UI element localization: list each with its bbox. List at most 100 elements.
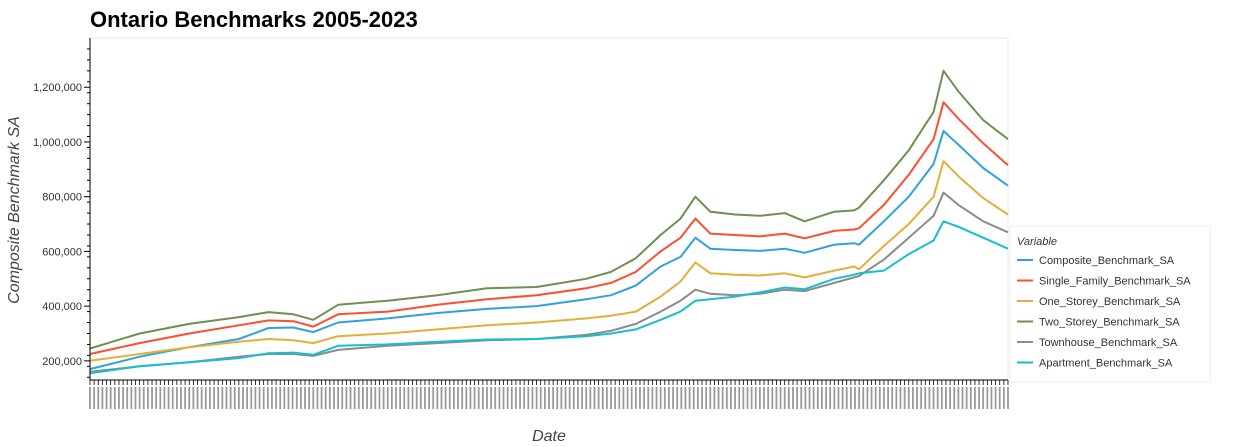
x-tick-label-glyph	[725, 387, 728, 409]
x-tick-label-glyph	[647, 387, 650, 409]
x-tick-label-glyph	[564, 387, 567, 409]
x-tick-label-glyph	[262, 387, 265, 409]
x-tick-label-glyph	[390, 387, 393, 409]
x-tick-label-glyph	[581, 387, 583, 409]
x-tick-label-glyph	[101, 387, 104, 409]
x-tick-label-glyph	[783, 387, 786, 409]
x-tick-label-glyph	[585, 387, 588, 409]
series-line-apartment-benchmark-sa	[89, 220, 1009, 375]
x-tick-label-glyph	[486, 387, 488, 409]
y-tick-label: 200,000	[42, 356, 82, 368]
x-tick-label-glyph	[506, 387, 509, 409]
x-tick-label-glyph	[750, 387, 753, 409]
x-tick-label-glyph	[233, 387, 236, 409]
x-tick-label-glyph	[229, 387, 232, 409]
x-tick-label-glyph	[713, 387, 716, 409]
x-tick-label-glyph	[415, 387, 418, 409]
plot-area	[89, 37, 1009, 381]
x-tick-label-glyph	[833, 387, 836, 409]
x-tick-label-glyph	[1002, 387, 1005, 409]
x-tick-label-glyph	[242, 387, 244, 409]
x-tick-label-glyph	[556, 387, 559, 409]
x-tick-label-glyph	[502, 387, 505, 409]
x-tick-label-glyph	[97, 387, 100, 409]
x-tick-label-glyph	[357, 387, 360, 409]
x-tick-label-glyph	[796, 387, 799, 409]
x-tick-label-glyph	[473, 387, 476, 409]
x-tick-label-glyph	[672, 387, 674, 409]
x-tick-label-glyph	[527, 387, 530, 409]
x-tick-label-glyph	[283, 387, 286, 409]
x-tick-label-glyph	[775, 387, 778, 409]
x-tick-label-glyph	[837, 387, 840, 409]
x-tick-label-glyph	[209, 387, 211, 409]
x-tick-label-glyph	[407, 387, 410, 409]
y-axis-ticks: 200,000 400,000 600,000 800,000 1,000,000 1,2…	[33, 48, 90, 378]
x-tick-label-glyph	[891, 387, 894, 409]
x-tick-label-glyph	[630, 387, 633, 409]
x-tick-label-glyph	[126, 387, 129, 409]
x-tick-label-glyph	[870, 387, 873, 409]
x-tick-label-glyph	[1007, 387, 1009, 409]
x-tick-label-glyph	[560, 387, 563, 409]
legend-label: One_Storey_Benchmark_SA	[1039, 296, 1181, 308]
x-tick-label-glyph	[196, 387, 199, 409]
x-tick-label-glyph	[279, 387, 282, 409]
x-tick-label-glyph	[167, 387, 170, 409]
x-tick-label-glyph	[911, 387, 914, 409]
x-tick-label-glyph	[705, 387, 708, 409]
x-tick-label-glyph	[808, 387, 811, 409]
x-tick-label-glyph	[362, 387, 364, 409]
x-tick-label-glyph	[792, 387, 794, 409]
x-tick-label-glyph	[730, 387, 732, 409]
x-tick-label-glyph	[320, 387, 323, 409]
x-tick-label-glyph	[411, 387, 414, 409]
x-tick-label-glyph	[477, 387, 480, 409]
x-tick-label-glyph	[754, 387, 757, 409]
x-tick-label-glyph	[250, 387, 253, 409]
x-tick-label-glyph	[614, 387, 617, 409]
x-tick-label-glyph	[395, 387, 397, 409]
x-tick-label-glyph	[709, 387, 712, 409]
x-tick-label-glyph	[295, 387, 298, 409]
x-tick-label-glyph	[734, 387, 736, 409]
x-tick-label-glyph	[374, 387, 377, 409]
x-tick-label-glyph	[945, 387, 947, 409]
x-tick-label-glyph	[692, 387, 695, 409]
x-tick-label-glyph	[878, 387, 881, 409]
x-tick-label-glyph	[936, 387, 939, 409]
y-tick-label: 800,000	[42, 192, 82, 204]
x-tick-label-glyph	[324, 387, 327, 409]
x-tick-label-glyph	[622, 387, 625, 409]
x-tick-label-glyph	[932, 387, 935, 409]
x-tick-label-glyph	[440, 387, 443, 409]
x-tick-label-glyph	[742, 387, 745, 409]
x-tick-label-glyph	[180, 387, 182, 409]
x-tick-label-glyph	[175, 387, 178, 409]
x-tick-label-glyph	[184, 387, 187, 409]
x-tick-label-glyph	[519, 387, 521, 409]
y-tick-label: 600,000	[42, 246, 82, 258]
x-tick-label-glyph	[568, 387, 571, 409]
x-tick-label-glyph	[171, 387, 174, 409]
x-tick-label-glyph	[448, 387, 451, 409]
x-tick-label-glyph	[779, 387, 782, 409]
x-tick-label-glyph	[531, 387, 534, 409]
legend-box	[1009, 225, 1211, 383]
x-tick-label-glyph	[548, 387, 550, 409]
x-tick-label-glyph	[403, 387, 406, 409]
x-tick-label-glyph	[746, 387, 749, 409]
y-tick-label: 400,000	[42, 301, 82, 313]
x-tick-label-glyph	[444, 387, 447, 409]
x-tick-label-glyph	[237, 387, 240, 409]
x-tick-label-glyph	[758, 387, 761, 409]
x-tick-label-glyph	[965, 387, 968, 409]
x-tick-label-glyph	[655, 387, 658, 409]
y-tick-label: 1,200,000	[33, 82, 82, 94]
x-tick-label-glyph	[130, 387, 133, 409]
x-tick-label-glyph	[188, 387, 191, 409]
x-tick-label-glyph	[903, 387, 906, 409]
x-tick-label-glyph	[552, 387, 555, 409]
x-tick-label-glyph	[862, 387, 865, 409]
